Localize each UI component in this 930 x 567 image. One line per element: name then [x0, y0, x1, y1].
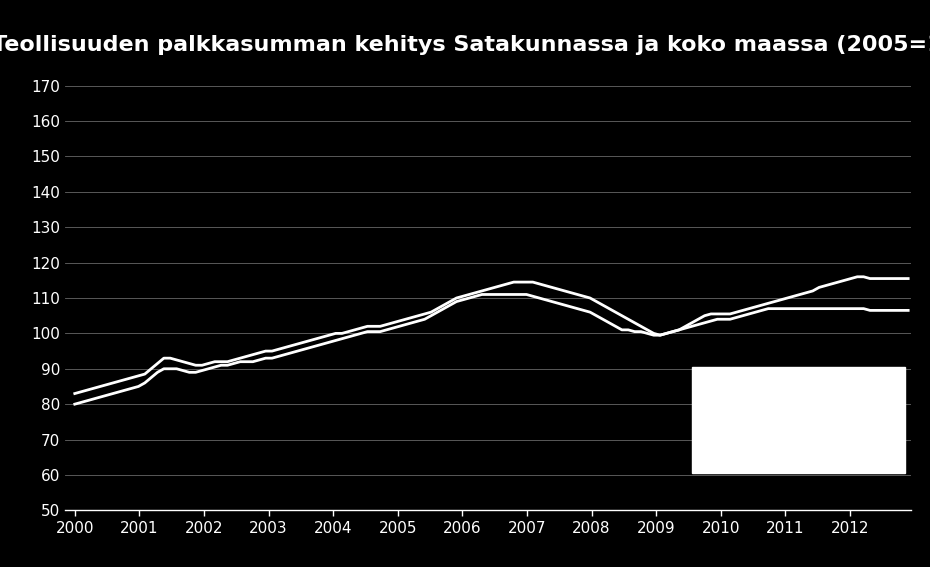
Bar [692, 367, 905, 473]
Title: Teollisuuden palkkasumman kehitys Satakunnassa ja koko maassa (2005=100): Teollisuuden palkkasumman kehitys Sataku… [0, 35, 930, 56]
